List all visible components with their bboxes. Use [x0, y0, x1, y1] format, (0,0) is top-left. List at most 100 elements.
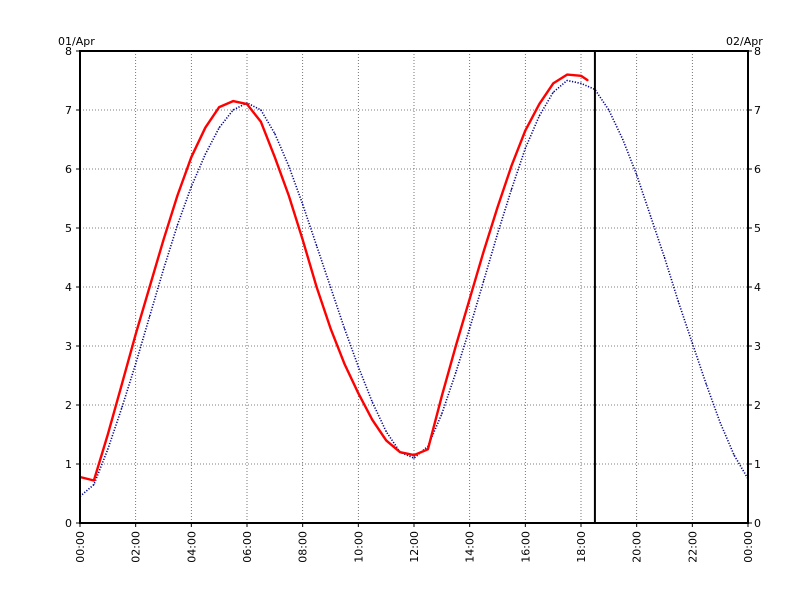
series-point	[636, 174, 638, 176]
series-point	[538, 115, 540, 117]
series-point	[496, 233, 499, 235]
series-point	[162, 268, 165, 270]
series-point	[121, 407, 123, 409]
series-point	[469, 327, 471, 329]
series-point	[302, 239, 304, 241]
series-point	[315, 245, 318, 247]
x-tick-label: 08:00	[297, 531, 310, 563]
series-point	[93, 479, 95, 482]
x-tick-label: 22:00	[686, 531, 699, 563]
series-point	[260, 109, 262, 111]
series-point	[148, 315, 151, 318]
series-point	[455, 371, 457, 374]
series-point	[524, 147, 526, 149]
series-point	[649, 215, 652, 217]
grid-lines	[80, 51, 748, 523]
y-tick-label-left: 0	[65, 517, 72, 530]
observed-series-line	[79, 73, 589, 482]
series-point	[510, 165, 513, 167]
x-tick-label: 12:00	[408, 531, 421, 563]
series-point	[399, 451, 401, 453]
series-point	[135, 333, 137, 335]
y-tick-label-left: 1	[65, 458, 72, 471]
series-point	[176, 194, 179, 197]
y-tick-label-left: 5	[65, 222, 72, 235]
series-point	[385, 430, 387, 433]
y-tick-label-right: 6	[754, 163, 761, 176]
y-tick-label-left: 3	[65, 340, 72, 353]
series-point	[260, 121, 262, 123]
x-tick-label: 10:00	[352, 531, 365, 563]
y-tick-label-right: 0	[754, 517, 761, 530]
start-date-label: 01/Apr	[58, 35, 95, 48]
series-point	[455, 345, 457, 347]
y-tick-label-left: 4	[65, 281, 72, 294]
y-tick-label-left: 8	[65, 45, 72, 58]
x-axis: 00:00 02:00 04:00 06:00 08:00 10:00 12:00 14:00…	[74, 523, 755, 563]
series-point	[566, 79, 568, 82]
series-point	[162, 239, 165, 241]
x-tick-label: 00:00	[742, 531, 755, 563]
series-point	[413, 457, 415, 459]
series-point	[107, 433, 109, 436]
series-point	[705, 383, 707, 385]
series-point	[190, 186, 192, 188]
y-tick-label-right: 3	[754, 340, 761, 353]
series-point	[608, 109, 610, 111]
series-point	[204, 127, 206, 129]
series-point	[441, 413, 443, 415]
y-tick-label-right: 4	[754, 281, 761, 294]
series-point	[580, 75, 582, 77]
series-point	[371, 401, 373, 403]
x-tick-label: 18:00	[575, 531, 588, 563]
x-tick-label: 14:00	[464, 531, 477, 563]
series-point	[274, 133, 276, 135]
series-point	[719, 422, 721, 424]
series-point	[357, 366, 359, 368]
series-point	[93, 484, 95, 486]
series-point	[135, 363, 137, 365]
series-point	[482, 280, 485, 282]
series-point	[385, 439, 387, 441]
series-point	[148, 286, 151, 288]
series-point	[218, 106, 220, 108]
series-point	[274, 156, 276, 158]
series-point	[552, 82, 554, 85]
y-tick-label-left: 7	[65, 104, 72, 117]
series-point	[121, 383, 123, 385]
y-tick-label-left: 6	[65, 163, 72, 176]
series-point	[288, 194, 290, 197]
y-tick-label-right: 7	[754, 104, 761, 117]
series-point	[469, 298, 471, 300]
series-point	[691, 342, 693, 344]
series-point	[677, 301, 680, 303]
x-tick-label: 20:00	[631, 531, 644, 563]
series-point	[482, 251, 485, 253]
series-point	[343, 327, 346, 329]
series-point	[190, 156, 192, 158]
series-point	[427, 448, 429, 450]
series-point	[357, 392, 359, 394]
y-tick-label-right: 5	[754, 222, 761, 235]
x-tick-label: 02:00	[130, 531, 143, 563]
x-tick-label: 06:00	[241, 531, 254, 563]
series-point	[413, 454, 415, 456]
series-point	[566, 74, 568, 76]
y-tick-label-right: 2	[754, 399, 761, 412]
series-point	[315, 286, 318, 288]
series-point	[441, 395, 443, 397]
series-point	[329, 327, 332, 329]
y-tick-label-left: 2	[65, 399, 72, 412]
series-point	[733, 454, 735, 456]
series-point	[218, 127, 220, 129]
series-point	[587, 79, 589, 82]
series-point	[302, 203, 304, 205]
series-point	[580, 82, 582, 85]
series-point	[232, 100, 234, 102]
series-point	[510, 189, 513, 191]
series-point	[176, 224, 179, 226]
y-axis-right: 0 1 2 3 4 5 6 7 8	[748, 45, 761, 530]
series-point	[371, 419, 373, 421]
